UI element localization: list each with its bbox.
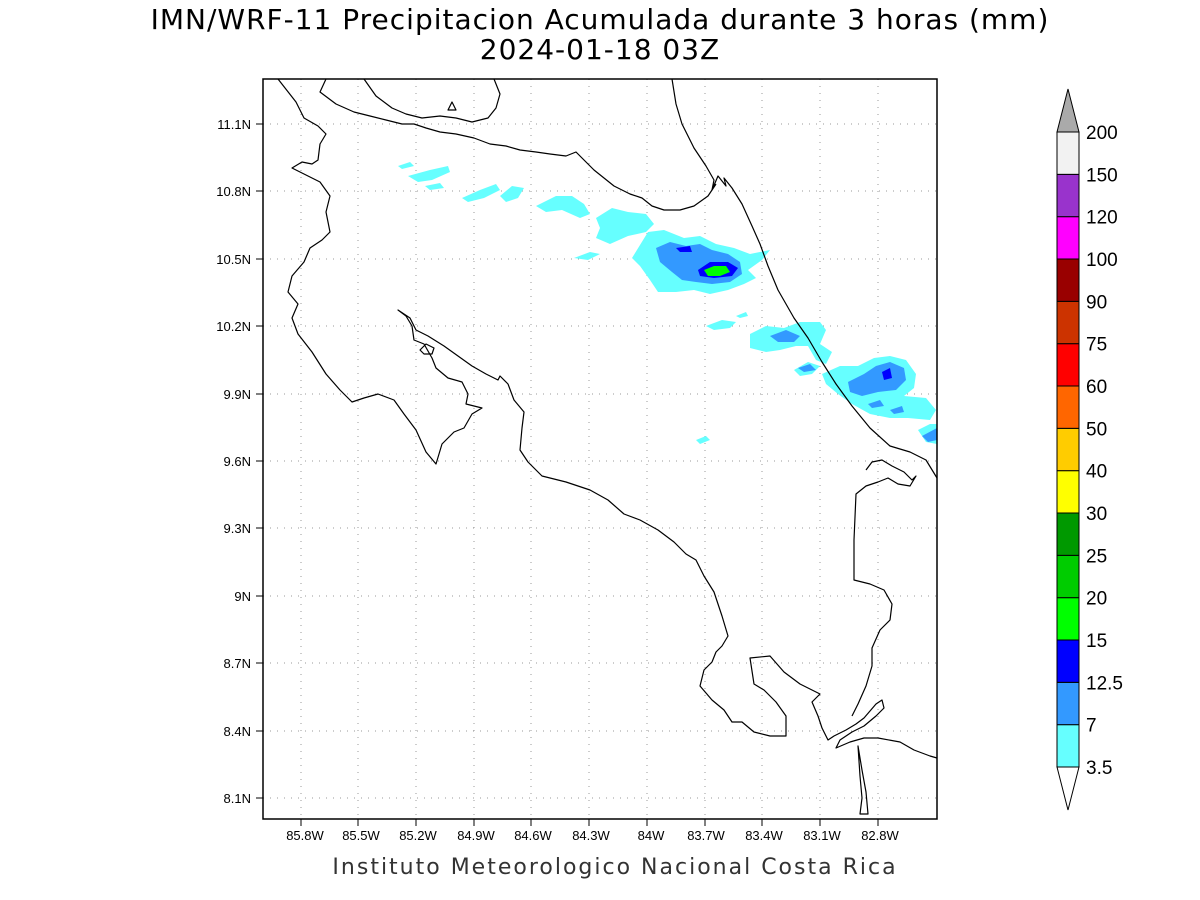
colorbar-segment: [1056, 427, 1080, 472]
colorbar-label: 90: [1086, 292, 1107, 313]
colorbar-segment: [1056, 300, 1080, 345]
colorbar-label: 150: [1086, 165, 1118, 186]
gulf-island: [419, 343, 435, 355]
lon-tick-label: 83.7W: [687, 828, 725, 843]
lat-tick-label: 9N: [234, 589, 251, 604]
colorbar-segment: [1056, 258, 1080, 302]
precip-dark-blue-area: [882, 368, 892, 380]
lon-tick-label: 84.9W: [457, 828, 495, 843]
axis-ticks: [256, 123, 879, 826]
lat-tick-label: 11.1N: [217, 117, 251, 132]
colorbar-label: 15: [1086, 631, 1107, 652]
colorbar-label: 60: [1086, 377, 1107, 398]
lon-tick-label: 84.3W: [572, 828, 610, 843]
colorbar-segment: [1056, 512, 1080, 556]
colorbar-segment: [1056, 173, 1080, 218]
coastlines: [277, 78, 938, 815]
colorbar-label: 100: [1086, 250, 1118, 271]
lat-tick-label: 9.3N: [224, 521, 251, 536]
precip-cyan-area: [696, 436, 710, 444]
colorbar-label: 50: [1086, 419, 1107, 440]
map-title: IMN/WRF-11 Precipitacion Acumulada duran…: [150, 3, 1050, 36]
precip-cyan-area: [736, 312, 748, 318]
colorbar-segment: [1056, 385, 1080, 429]
colorbar-label: 40: [1086, 462, 1107, 483]
precip-cyan-area: [750, 322, 832, 364]
precip-cyan-area: [425, 183, 444, 190]
precip-cyan-area: [706, 320, 736, 330]
map-date: 2024-01-18 03Z: [479, 33, 721, 66]
lat-tick-label: 9.6N: [224, 454, 251, 469]
precip-blue-area: [798, 364, 816, 372]
precip-dark-blue-area: [676, 246, 692, 252]
pacific-coast: [277, 78, 938, 759]
gridlines: [263, 79, 937, 819]
precip-blue-area: [848, 362, 906, 396]
lat-tick-label: 10.2N: [216, 319, 251, 334]
colorbar-segment: [1056, 597, 1080, 641]
colorbar-top-arrow: [1056, 88, 1080, 133]
colorbar-segment: [1056, 216, 1080, 260]
lat-labels: 11.1N 10.8N 10.5N 10.2N 9.9N 9.6N 9.3N 9…: [216, 117, 251, 806]
precip-blue-area: [868, 400, 884, 408]
lon-tick-label: 85.5W: [342, 828, 380, 843]
nicaragua-lake: [363, 78, 501, 123]
colorbar-bottom-arrow: [1056, 766, 1080, 811]
lat-tick-label: 8.1N: [224, 791, 251, 806]
precip-cyan-area: [500, 186, 524, 202]
lon-tick-label: 85.2W: [399, 828, 437, 843]
colorbar-label: 200: [1086, 123, 1118, 144]
lat-tick-label: 8.4N: [224, 724, 251, 739]
precip-blue-area: [922, 428, 937, 442]
colorbar-label: 7: [1086, 716, 1097, 737]
colorbar-segment: [1056, 131, 1080, 175]
precip-cyan-area: [398, 162, 414, 169]
lat-tick-label: 10.5N: [216, 252, 251, 267]
map-area: [263, 79, 937, 819]
colorbar-segment: [1056, 724, 1080, 768]
lon-tick-label: 84.6W: [514, 828, 552, 843]
precip-cyan-area: [596, 208, 654, 244]
lake-island: [447, 101, 457, 111]
precip-cyan-area: [462, 184, 500, 202]
panama-border: [851, 459, 917, 717]
colorbar-label: 75: [1086, 335, 1107, 356]
colorbar-segment: [1056, 681, 1080, 726]
colorbar-segment: [1056, 470, 1080, 514]
lat-tick-label: 10.8N: [216, 184, 251, 199]
precip-cyan-area: [574, 252, 600, 260]
colorbar-segment: [1056, 639, 1080, 683]
pacific-coast-south: [857, 745, 869, 815]
colorbar: 3.5 7 12.5 15 20 25 30 40 50 60 75 90 100 120 150 200: [1056, 88, 1123, 811]
lon-tick-label: 82.8W: [861, 828, 899, 843]
precip-blue-area: [770, 330, 800, 342]
lon-tick-label: 84W: [638, 828, 665, 843]
precipitation-field: [398, 162, 937, 444]
lon-tick-label: 85.8W: [286, 828, 324, 843]
precip-cyan-area: [408, 166, 450, 182]
precip-green-area: [704, 266, 730, 276]
precip-blue-area: [890, 406, 904, 414]
colorbar-label: 3.5: [1086, 758, 1112, 779]
lat-tick-label: 8.7N: [224, 656, 251, 671]
nicaragua-border: [319, 78, 717, 211]
colorbar-label: 30: [1086, 504, 1107, 525]
lon-tick-label: 83.1W: [803, 828, 841, 843]
colorbar-label: 20: [1086, 589, 1107, 610]
colorbar-label: 12.5: [1086, 673, 1123, 694]
lon-labels: 85.8W 85.5W 85.2W 84.9W 84.6W 84.3W 84W …: [286, 828, 899, 843]
colorbar-label: 25: [1086, 546, 1107, 567]
footer-credit: Instituto Meteorologico Nacional Costa R…: [332, 855, 898, 880]
colorbar-segment: [1056, 554, 1080, 599]
colorbar-segment: [1056, 343, 1080, 387]
precip-cyan-area: [536, 196, 590, 218]
lon-tick-label: 83.4W: [745, 828, 783, 843]
lat-tick-label: 9.9N: [224, 387, 251, 402]
colorbar-label: 120: [1086, 208, 1118, 229]
caribbean-coast: [671, 78, 938, 479]
map-frame: [262, 78, 938, 820]
